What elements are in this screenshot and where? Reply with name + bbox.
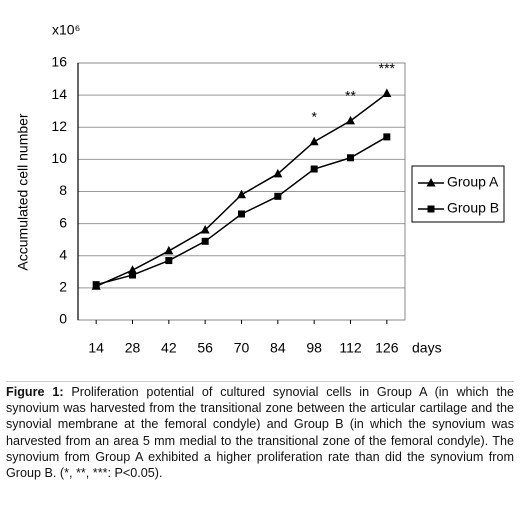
point [237,189,246,199]
x-tick-label: 56 [197,340,213,356]
x-tick-label: 28 [125,340,141,356]
x-axis-label: days [412,340,442,356]
x-tick-label: 84 [270,340,286,356]
chart: x10⁶ Accumulated cell number days 0 2 4 6 8 1… [15,22,505,356]
point [92,281,100,289]
x-tick-label: 126 [375,340,399,356]
y-tick-label: 2 [59,279,67,295]
point [164,245,174,255]
point [309,136,319,146]
x-tick-label: 70 [234,340,250,356]
y-tick-label: 8 [59,182,67,198]
annotation: ** [345,88,356,104]
y-tick-label: 6 [59,214,67,230]
point [129,271,136,279]
point [201,237,209,245]
point [346,115,355,125]
y-tick-label: 12 [51,118,67,134]
point [165,257,173,265]
y-axis-label: Accumulated cell number [15,113,31,271]
legend-marker [427,205,435,213]
caption: Figure 1: Proliferation potential of cul… [6,381,514,481]
point [273,168,283,178]
point [383,133,391,141]
point [238,210,245,218]
y-tick-label: 4 [59,246,67,262]
y-unit: x10⁶ [52,22,80,38]
legend-label: Group B [447,200,499,216]
point [200,225,210,234]
x-tick-label: 112 [339,340,362,356]
caption-text: Proliferation potential of cultured syno… [6,385,514,481]
annotation: *** [379,60,396,76]
point [274,192,282,200]
legend-box [411,165,505,223]
point [382,88,392,98]
y-tick-label: 0 [59,311,67,327]
point [347,154,354,162]
y-tick-label: 10 [51,150,67,166]
caption-label: Figure 1: [6,385,64,399]
x-tick-label: 42 [161,340,177,356]
point [310,165,318,173]
annotation: * [311,108,317,124]
x-tick-label: 14 [88,340,104,356]
legend-marker [426,178,436,187]
y-tick-label: 14 [51,86,67,102]
y-tick-label: 16 [51,54,67,70]
x-tick-label: 98 [306,340,322,356]
legend-label: Group A [447,174,499,190]
